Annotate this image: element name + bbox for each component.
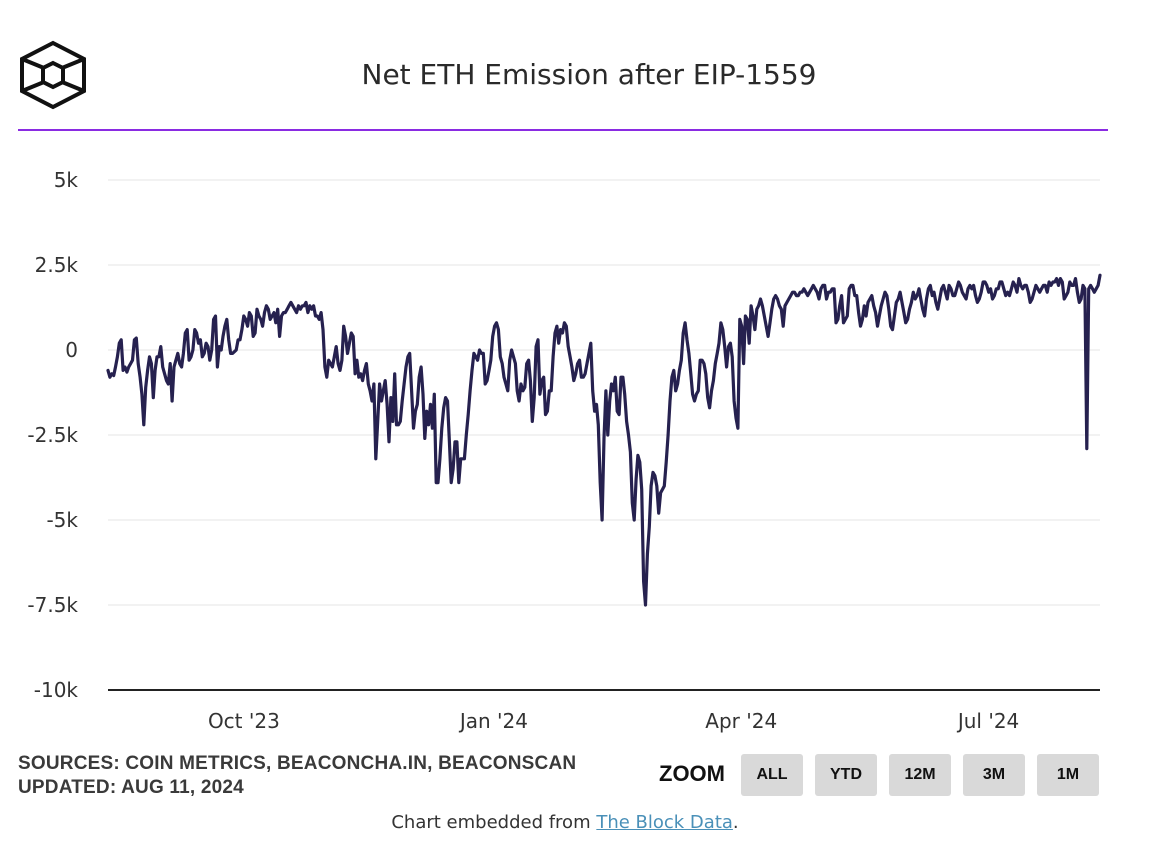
footer-suffix: . (732, 812, 739, 833)
y-tick-label: -10k (34, 678, 79, 702)
series-line (106, 273, 1102, 607)
y-tick-label: 2.5k (35, 253, 79, 277)
the-block-logo-icon (20, 40, 86, 110)
y-tick-label: 5k (54, 168, 79, 192)
title-divider (18, 129, 1108, 131)
zoom-12m-button[interactable]: 12M (889, 754, 951, 796)
y-tick-label: -7.5k (27, 593, 78, 617)
the-block-data-link[interactable]: The Block Data (596, 812, 733, 833)
x-tick-label: Jul '24 (956, 709, 1019, 733)
embed-footer: Chart embedded from The Block Data. (0, 812, 1130, 833)
y-tick-label: -5k (46, 508, 78, 532)
x-tick-label: Jan '24 (458, 709, 528, 733)
zoom-label: ZOOM (659, 761, 725, 786)
y-tick-label: -2.5k (27, 423, 78, 447)
sources-text: SOURCES: COIN METRICS, BEACONCHA.IN, BEA… (18, 753, 577, 774)
x-tick-label: Oct '23 (208, 709, 280, 733)
updated-text: UPDATED: AUG 11, 2024 (18, 777, 244, 798)
sources-block: SOURCES: COIN METRICS, BEACONCHA.IN, BEA… (18, 752, 576, 800)
zoom-1m-button[interactable]: 1M (1037, 754, 1099, 796)
x-tick-label: Apr '24 (705, 709, 777, 733)
zoom-3m-button[interactable]: 3M (963, 754, 1025, 796)
y-tick-label: 0 (65, 338, 78, 362)
zoom-all-button[interactable]: ALL (741, 754, 803, 796)
footer-prefix: Chart embedded from (391, 812, 597, 833)
line-chart: 5k 2.5k 0 -2.5k -5k -7.5k -10k Oct '23 Jan '24 Ap… (27, 168, 1102, 733)
chart-title: Net ETH Emission after EIP-1559 (361, 58, 817, 91)
zoom-ytd-button[interactable]: YTD (815, 754, 877, 796)
